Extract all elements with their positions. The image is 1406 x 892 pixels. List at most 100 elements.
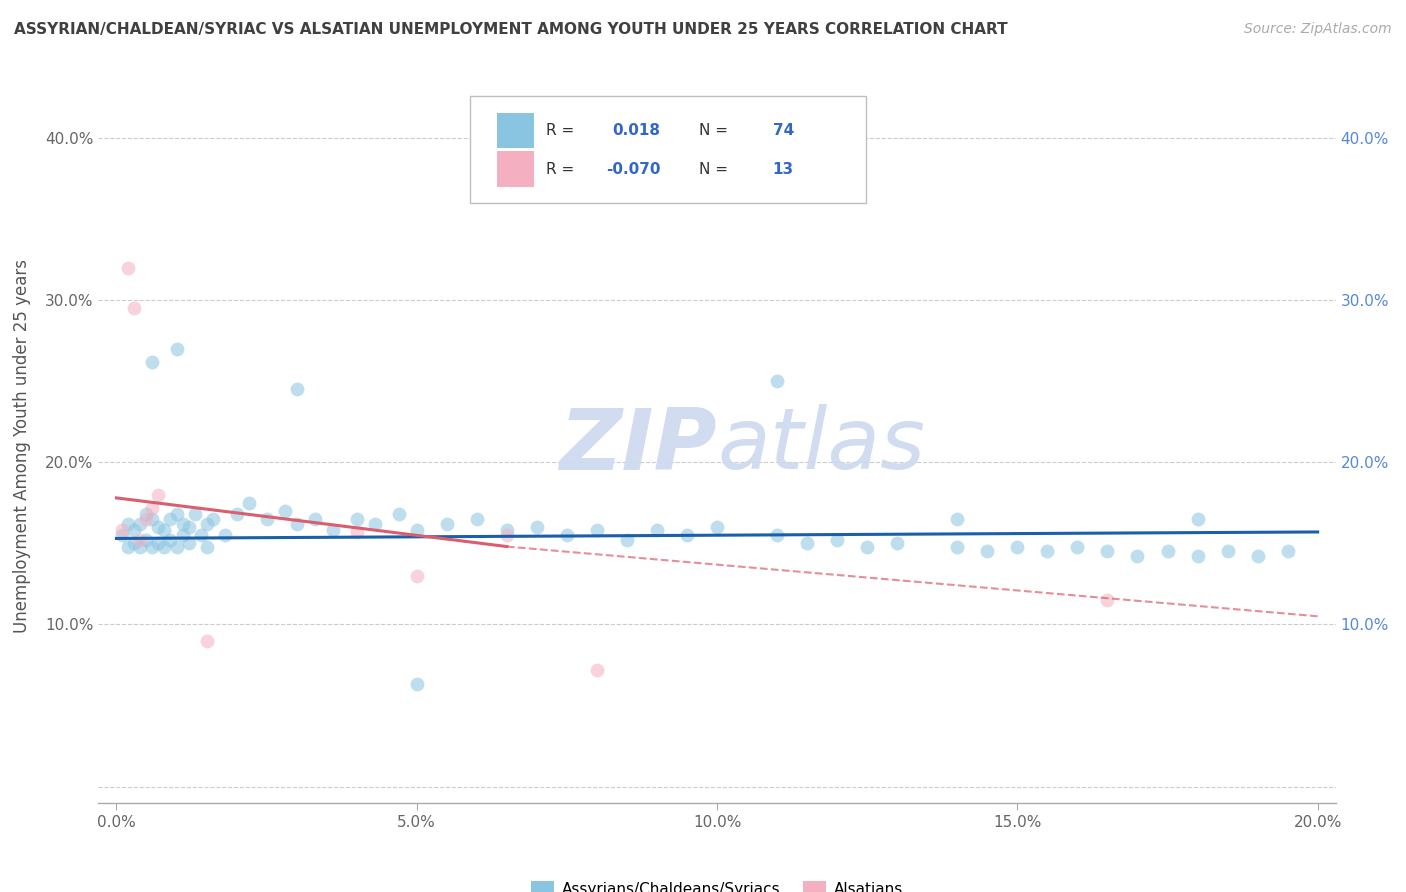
Point bbox=[124, 301, 146, 315]
Point bbox=[166, 507, 188, 521]
Point bbox=[285, 516, 308, 531]
Point bbox=[148, 520, 170, 534]
Point bbox=[183, 507, 205, 521]
Text: atlas: atlas bbox=[717, 404, 925, 488]
Point bbox=[195, 516, 218, 531]
Legend: Assyrians/Chaldeans/Syriacs, Alsatians: Assyrians/Chaldeans/Syriacs, Alsatians bbox=[524, 875, 910, 892]
Point bbox=[124, 524, 146, 538]
Point bbox=[645, 524, 668, 538]
Point bbox=[436, 516, 458, 531]
Point bbox=[346, 512, 368, 526]
Point bbox=[346, 524, 368, 539]
Text: ZIP: ZIP bbox=[560, 404, 717, 488]
Point bbox=[166, 540, 188, 554]
Text: -0.070: -0.070 bbox=[606, 161, 661, 177]
Point bbox=[1277, 544, 1299, 558]
Point bbox=[159, 512, 181, 526]
Point bbox=[766, 374, 789, 388]
Point bbox=[946, 540, 969, 554]
Point bbox=[1007, 540, 1029, 554]
Text: N =: N = bbox=[699, 123, 727, 138]
Point bbox=[190, 528, 212, 542]
Point bbox=[172, 516, 194, 531]
Point bbox=[1216, 544, 1239, 558]
Text: ASSYRIAN/CHALDEAN/SYRIAC VS ALSATIAN UNEMPLOYMENT AMONG YOUTH UNDER 25 YEARS COR: ASSYRIAN/CHALDEAN/SYRIAC VS ALSATIAN UNE… bbox=[14, 22, 1008, 37]
Point bbox=[273, 504, 295, 518]
Point bbox=[159, 533, 181, 547]
Point bbox=[141, 540, 163, 554]
Point bbox=[111, 524, 134, 538]
Point bbox=[129, 533, 152, 547]
Point bbox=[285, 382, 308, 396]
Text: N =: N = bbox=[699, 161, 727, 177]
Point bbox=[946, 512, 969, 526]
Point bbox=[148, 536, 170, 550]
Point bbox=[555, 528, 578, 542]
Point bbox=[172, 528, 194, 542]
Point bbox=[1097, 544, 1119, 558]
Point bbox=[111, 528, 134, 542]
Point bbox=[586, 524, 609, 538]
Point bbox=[526, 520, 548, 534]
Point bbox=[405, 677, 427, 691]
Text: 0.018: 0.018 bbox=[612, 123, 659, 138]
Point bbox=[495, 528, 517, 542]
Point bbox=[166, 342, 188, 356]
Point bbox=[135, 533, 157, 547]
Point bbox=[225, 507, 247, 521]
Point bbox=[364, 516, 387, 531]
Text: 74: 74 bbox=[773, 123, 794, 138]
Point bbox=[1187, 549, 1209, 564]
Point bbox=[135, 507, 157, 521]
Text: Source: ZipAtlas.com: Source: ZipAtlas.com bbox=[1244, 22, 1392, 37]
Point bbox=[1036, 544, 1059, 558]
Point bbox=[129, 540, 152, 554]
Point bbox=[201, 512, 224, 526]
Point bbox=[153, 540, 176, 554]
Point bbox=[214, 528, 236, 542]
Point bbox=[796, 536, 818, 550]
Point bbox=[1126, 549, 1149, 564]
Point bbox=[195, 540, 218, 554]
FancyBboxPatch shape bbox=[470, 96, 866, 203]
Point bbox=[148, 488, 170, 502]
Point bbox=[616, 533, 638, 547]
Point bbox=[124, 536, 146, 550]
Point bbox=[856, 540, 879, 554]
Point bbox=[1156, 544, 1178, 558]
Point bbox=[141, 512, 163, 526]
Point bbox=[141, 354, 163, 368]
Point bbox=[141, 500, 163, 515]
Point bbox=[465, 512, 488, 526]
Point bbox=[195, 633, 218, 648]
Bar bbox=[496, 152, 534, 187]
Bar bbox=[496, 112, 534, 148]
Y-axis label: Unemployment Among Youth under 25 years: Unemployment Among Youth under 25 years bbox=[13, 259, 31, 633]
Point bbox=[129, 516, 152, 531]
Point bbox=[405, 524, 427, 538]
Point bbox=[177, 536, 200, 550]
Point bbox=[153, 524, 176, 538]
Point bbox=[117, 260, 139, 275]
Point bbox=[976, 544, 998, 558]
Point bbox=[388, 507, 411, 521]
Point bbox=[117, 540, 139, 554]
Point bbox=[825, 533, 848, 547]
Text: 13: 13 bbox=[773, 161, 794, 177]
Point bbox=[1187, 512, 1209, 526]
Point bbox=[117, 516, 139, 531]
Text: R =: R = bbox=[547, 161, 575, 177]
Point bbox=[495, 524, 517, 538]
Point bbox=[256, 512, 278, 526]
Point bbox=[1246, 549, 1268, 564]
Point bbox=[135, 512, 157, 526]
Point bbox=[706, 520, 728, 534]
Point bbox=[405, 568, 427, 582]
Point bbox=[304, 512, 326, 526]
Point bbox=[676, 528, 699, 542]
Point bbox=[177, 520, 200, 534]
Point bbox=[886, 536, 908, 550]
Point bbox=[1097, 593, 1119, 607]
Text: R =: R = bbox=[547, 123, 575, 138]
Point bbox=[322, 524, 344, 538]
